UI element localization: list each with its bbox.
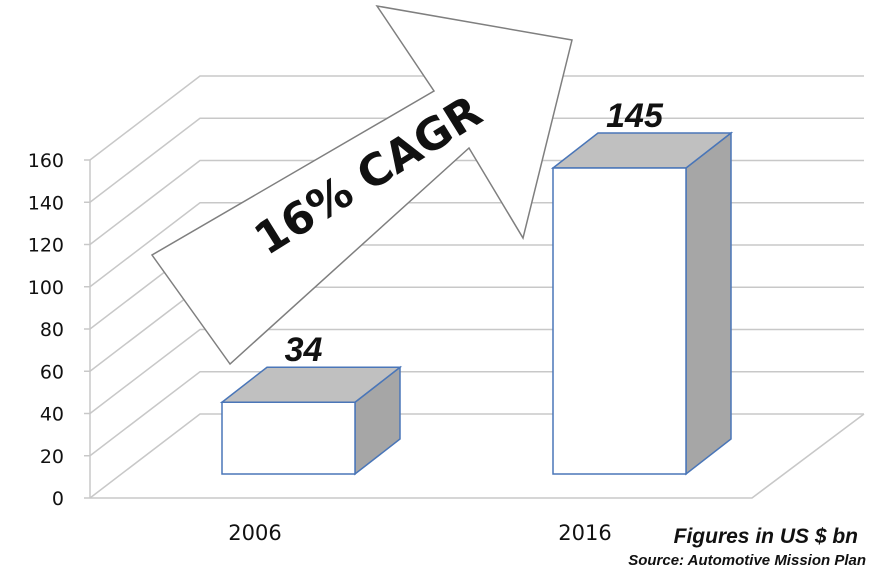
x-category-label: 2006	[228, 521, 281, 545]
floor-outline	[90, 413, 865, 499]
cagr-arrow: 16% CAGR	[150, 4, 573, 366]
x-category-label: 2016	[558, 521, 611, 545]
units-note: Figures in US $ bn	[674, 525, 858, 548]
grid-line	[89, 117, 864, 203]
y-tick-label: 40	[40, 404, 64, 426]
axis-layer	[89, 160, 865, 499]
y-tick-labels: 0 20 40 60 80 100 120 140 160	[28, 150, 64, 510]
y-tick-label: 160	[28, 150, 64, 172]
cagr-arrow-shape	[150, 4, 573, 366]
source-note: Source: Automotive Mission Plan	[628, 552, 866, 569]
x-category-labels: 2006 2016	[228, 521, 611, 545]
y-tick-label: 120	[28, 235, 64, 257]
data-labels: 34 145	[285, 97, 664, 369]
y-tick-label: 80	[40, 319, 64, 341]
y-tick-label: 0	[52, 488, 64, 510]
y-tick-label: 100	[28, 277, 64, 299]
data-label: 34	[285, 331, 323, 369]
y-tick-label: 20	[40, 446, 64, 468]
grid-line	[89, 75, 864, 161]
bar-2006	[219, 365, 403, 476]
bar-front-face	[552, 167, 687, 475]
y-tick-label: 60	[40, 361, 64, 383]
bar-2016	[550, 131, 734, 476]
data-label: 145	[606, 97, 664, 135]
y-tick-label: 140	[28, 192, 64, 214]
bar-front-face	[221, 401, 356, 475]
bars	[219, 131, 734, 476]
bar-side-face	[685, 131, 732, 476]
grid-line	[89, 413, 864, 499]
